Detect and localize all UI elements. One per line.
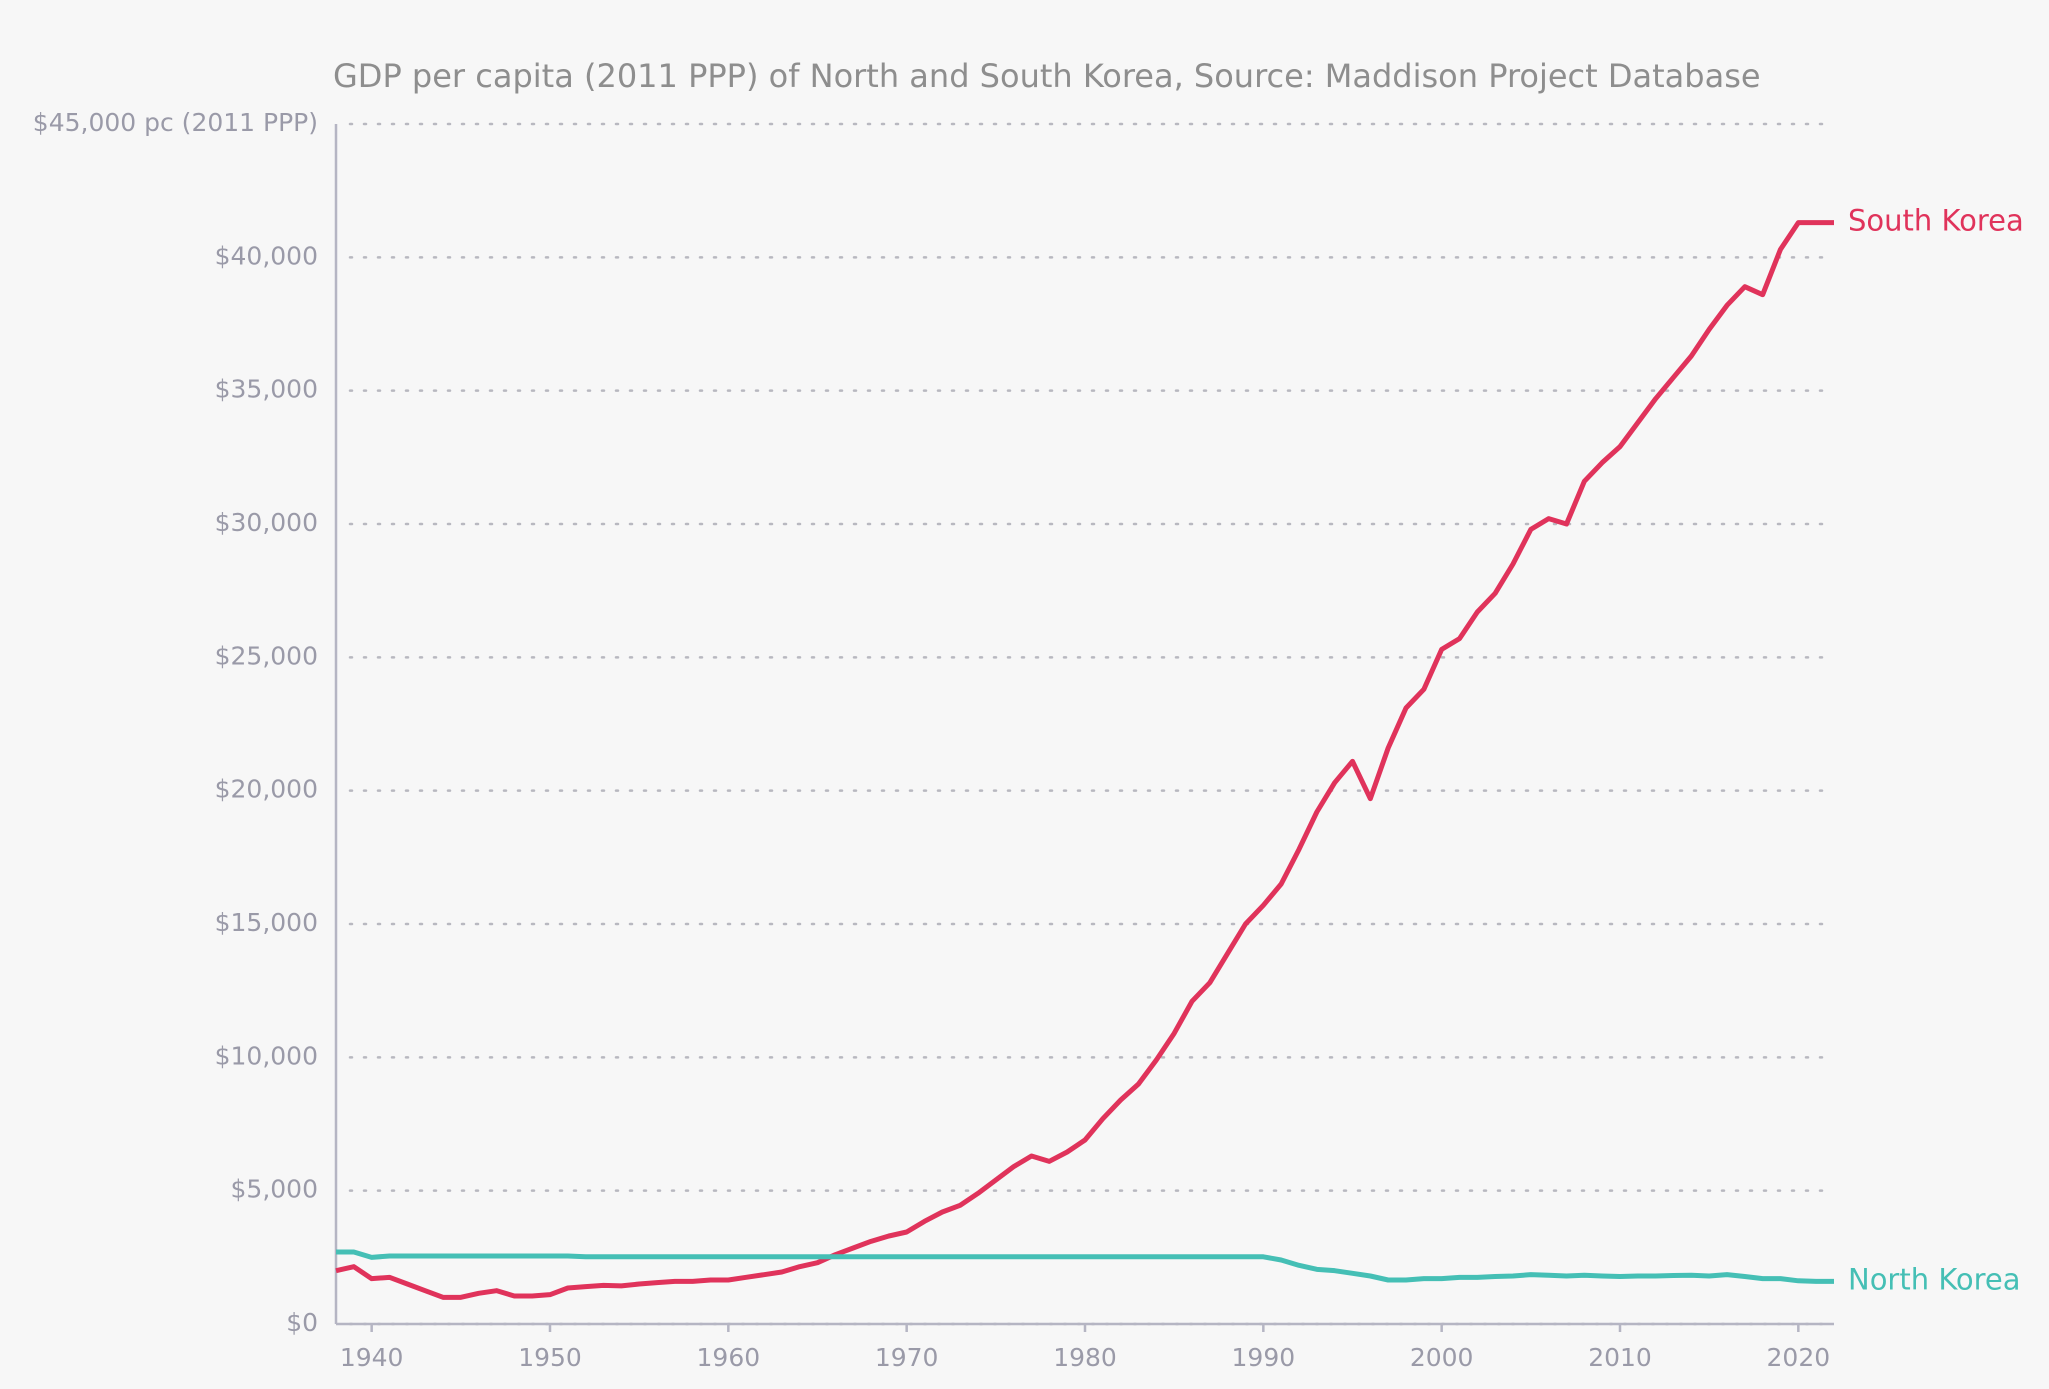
y-tick-label: $25,000: [215, 641, 318, 670]
y-tick-label: $45,000 pc (2011 PPP): [33, 108, 318, 137]
line-series: [336, 1249, 1834, 1284]
series-label: South Korea: [1848, 204, 2024, 238]
y-tick-label: $40,000: [215, 241, 318, 270]
x-tick-label: 2010: [1588, 1343, 1652, 1372]
x-tick-label: 2020: [1767, 1343, 1831, 1372]
x-tick-label: 1980: [1053, 1343, 1117, 1372]
y-tick-label: $35,000: [215, 375, 318, 404]
y-tick-label: $0: [286, 1308, 318, 1337]
y-tick-label: $15,000: [215, 908, 318, 937]
x-tick-label: 1960: [697, 1343, 761, 1372]
x-tick-label: 2000: [1410, 1343, 1474, 1372]
y-tick-label: $5,000: [231, 1175, 318, 1204]
y-tick-label: $20,000: [215, 775, 318, 804]
x-tick-label: 1950: [518, 1343, 582, 1372]
series-label: North Korea: [1848, 1262, 2021, 1296]
x-tick-label: 1970: [875, 1343, 939, 1372]
y-tick-label: $30,000: [215, 508, 318, 537]
x-tick-label: 1940: [340, 1343, 404, 1372]
chart-title: GDP per capita (2011 PPP) of North and S…: [333, 57, 1761, 95]
x-tick-label: 1990: [1232, 1343, 1296, 1372]
line-series: [335, 220, 1834, 1300]
y-tick-label: $10,000: [215, 1041, 318, 1070]
